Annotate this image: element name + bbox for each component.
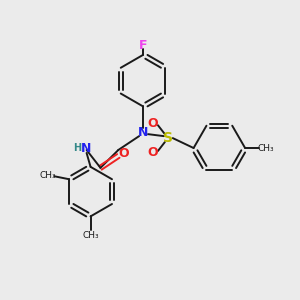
Text: CH₃: CH₃ bbox=[82, 231, 99, 240]
Text: CH₃: CH₃ bbox=[258, 143, 274, 152]
Text: N: N bbox=[138, 126, 148, 139]
Text: S: S bbox=[163, 131, 173, 145]
Text: O: O bbox=[148, 146, 158, 160]
Text: CH₃: CH₃ bbox=[40, 171, 57, 180]
Text: N: N bbox=[80, 142, 91, 154]
Text: H: H bbox=[74, 143, 82, 153]
Text: O: O bbox=[148, 117, 158, 130]
Text: O: O bbox=[118, 148, 129, 160]
Text: F: F bbox=[139, 40, 147, 52]
